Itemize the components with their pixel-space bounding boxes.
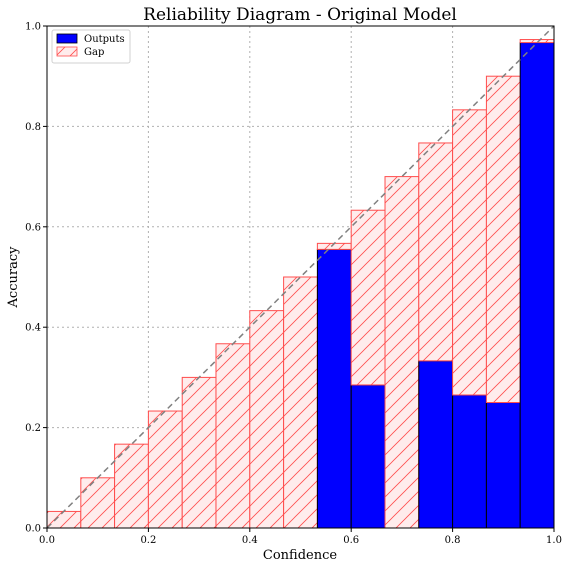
plot-frame xyxy=(46,25,555,529)
x-tick-label: 0.0 xyxy=(39,535,55,546)
perfect-calibration-line xyxy=(46,25,555,529)
x-tick-label: 0.6 xyxy=(343,535,359,546)
gap-bar xyxy=(114,443,149,529)
gap-bar xyxy=(80,477,116,529)
outputs-bar xyxy=(418,360,454,529)
chart-title: Reliability Diagram - Original Model xyxy=(143,5,457,25)
x-tick-label: 0.4 xyxy=(242,535,258,546)
x-axis-label: Confidence xyxy=(263,548,337,563)
gap-bar xyxy=(485,75,521,403)
x-tick-label: 0.8 xyxy=(445,535,461,546)
gap-bar xyxy=(384,176,420,529)
y-tick-label: 0.0 xyxy=(25,524,41,535)
y-axis-label: Accuracy xyxy=(6,246,21,309)
outputs-bar xyxy=(316,248,352,529)
bars-layer xyxy=(46,39,555,529)
legend-gap-swatch xyxy=(56,46,78,57)
outputs-bar xyxy=(519,42,555,529)
outputs-bar xyxy=(452,394,487,529)
x-tick-label: 1.0 xyxy=(546,535,562,546)
x-tick-label: 0.2 xyxy=(140,535,156,546)
gap-bar xyxy=(181,376,217,529)
gap-bar xyxy=(418,142,454,362)
y-tick-label: 0.6 xyxy=(25,222,41,233)
gap-bar xyxy=(46,510,82,529)
outputs-bar xyxy=(350,384,386,529)
legend-outputs-swatch xyxy=(56,33,78,44)
legend-outputs-label: Outputs xyxy=(84,34,125,45)
outputs-bar xyxy=(485,402,521,529)
gap-bar xyxy=(249,310,285,529)
y-tick-label: 0.4 xyxy=(25,323,41,334)
y-tick-label: 1.0 xyxy=(25,22,41,33)
gap-bar xyxy=(283,276,318,529)
gap-bar xyxy=(147,410,183,529)
legend-gap-label: Gap xyxy=(84,47,104,58)
y-tick-label: 0.2 xyxy=(25,423,41,434)
y-tick-label: 0.8 xyxy=(25,122,41,133)
gap-bar xyxy=(215,343,251,529)
ticks-layer: 0.0 0.2 0.4 0.6 0.8 1.0 0.0 0.2 0.4 0.6 0.8 1.0 xyxy=(25,22,562,547)
legend: Outputs Gap xyxy=(51,29,131,64)
gap-bar xyxy=(452,109,487,396)
gap-bar xyxy=(350,209,386,386)
